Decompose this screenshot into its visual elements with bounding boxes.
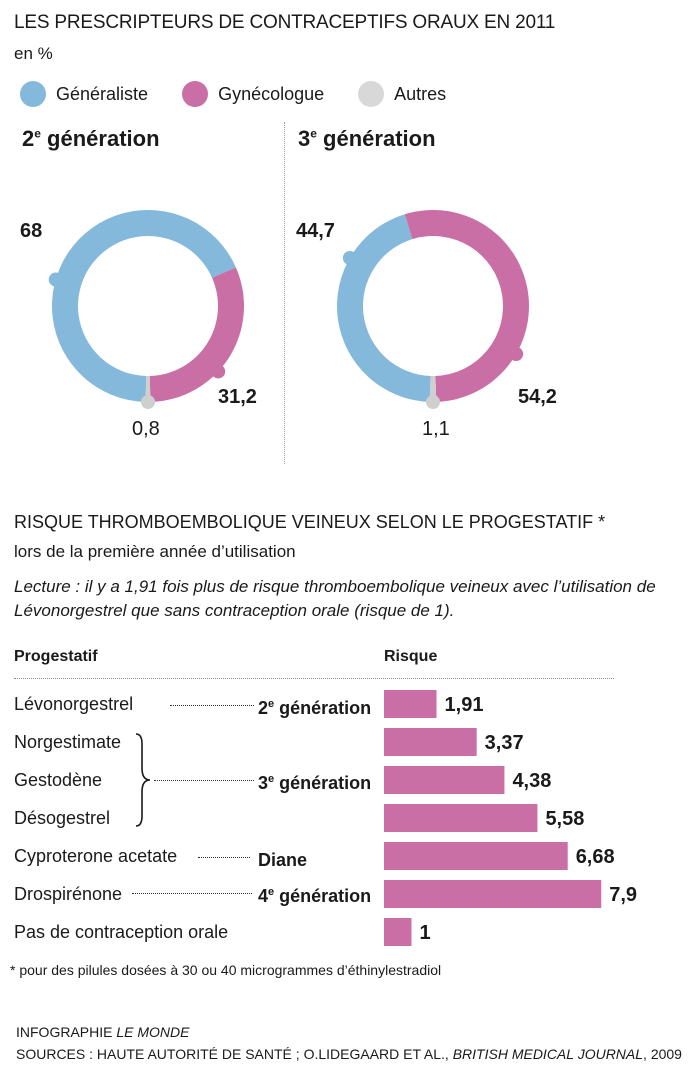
donut-title-word: génération <box>40 126 160 151</box>
donut-title-sup: e <box>310 126 317 141</box>
group-label-2e-generation: 2e génération <box>258 690 371 718</box>
leader-3e-generation <box>154 780 254 781</box>
risk-bar <box>384 880 602 908</box>
legend-swatch-autres <box>358 81 385 107</box>
donut-2e-gynecologue-label: 31,2 <box>218 386 257 408</box>
brace-3e-generation <box>135 733 151 827</box>
drug-label-levonorgestrel: Lévonorgestrel <box>14 694 134 714</box>
leader-levonorgestrel <box>170 705 254 706</box>
group-word: génération <box>274 773 372 793</box>
reading-note: Lecture : il y a 1,91 fois plus de risqu… <box>14 577 656 620</box>
risk-bar <box>384 728 477 756</box>
legend-label-gynecologue: Gynécologue <box>218 83 325 104</box>
sources-suffix: , 2009 <box>643 1046 682 1062</box>
drug-label-cyproterone: Cyproterone acetate <box>14 846 178 866</box>
chart-title: LES PRESCRIPTEURS DE CONTRACEPTIFS ORAUX… <box>14 12 556 33</box>
donut-marker-generaliste <box>342 251 357 265</box>
risk-bar <box>384 804 538 832</box>
donut-2e-generaliste-label: 68 <box>20 220 43 242</box>
drug-label-norgestimate: Norgestimate <box>14 732 122 752</box>
donut-title-num: 3 <box>298 126 311 151</box>
footnote: * pour des pilules dosées à 30 ou 40 mic… <box>10 962 442 978</box>
group-word: Diane <box>258 850 308 870</box>
donut-3e-gynecologue-label: 54,2 <box>518 386 557 408</box>
credit-prefix: INFOGRAPHIE <box>16 1024 117 1040</box>
donut-divider <box>284 122 285 464</box>
risk-bar <box>384 690 437 718</box>
risk-section-subtitle: lors de la première année d’utilisation <box>14 542 296 561</box>
risk-section-title: RISQUE THROMBOEMBOLIQUE VEINEUX SELON LE… <box>14 512 606 532</box>
group-label-diane: Diane <box>258 842 307 870</box>
legend-swatch-generaliste <box>20 81 46 107</box>
donut-slice-gynecologue <box>404 210 530 402</box>
header-rule <box>14 678 614 679</box>
group-num: 2 <box>258 698 269 718</box>
legend-item-autres: Autres <box>358 81 446 107</box>
drug-label-drospirenone: Drospirénone <box>14 884 123 904</box>
donut-3e-generaliste-label: 44,7 <box>296 220 335 242</box>
credit: INFOGRAPHIE LE MONDE <box>16 1024 189 1040</box>
donut-slice-generaliste <box>336 214 431 402</box>
donut-2e-autres-label: 0,8 <box>132 418 160 440</box>
risk-bar-value-label: 1 <box>420 922 431 944</box>
donut-title-num: 2 <box>22 126 35 151</box>
legend-swatch-gynecologue <box>182 81 209 107</box>
group-label-3e-generation: 3e génération <box>258 765 371 793</box>
legend-label-autres: Autres <box>394 83 447 104</box>
group-sup: e <box>268 698 275 710</box>
sources: SOURCES : HAUTE AUTORITÉ DE SANTÉ ; O.LI… <box>16 1046 682 1062</box>
column-header-progestatif: Progestatif <box>14 648 98 665</box>
legend-item-generaliste: Généraliste <box>20 81 148 107</box>
drug-label-gestodene: Gestodène <box>14 770 103 790</box>
donut-marker-gynecologue <box>509 347 524 361</box>
risk-bar-value-label: 4,38 <box>512 770 551 792</box>
risk-bar-value-label: 5,58 <box>545 808 584 830</box>
group-num: 3 <box>258 773 269 793</box>
credit-name: LE MONDE <box>116 1024 190 1040</box>
sources-prefix: SOURCES : HAUTE AUTORITÉ DE SANTÉ ; O.LI… <box>16 1046 453 1062</box>
legend-label-generaliste: Généraliste <box>56 83 149 104</box>
risk-bar <box>384 766 505 794</box>
legend-item-gynecologue: Gynécologue <box>182 81 324 107</box>
unit-label: en % <box>14 44 53 63</box>
risk-bar-chart: 1,913,37 4,38 5,58 6,68 7,9 1 <box>384 690 637 946</box>
risk-bar <box>384 842 568 870</box>
group-word: génération <box>274 698 372 718</box>
group-word: génération <box>274 886 372 906</box>
group-label-4e-generation: 4e génération <box>258 878 371 906</box>
donut-charts <box>48 210 530 409</box>
donut-title-sup: e <box>34 126 41 141</box>
risk-bar <box>384 918 412 946</box>
risk-bar-value-label: 6,68 <box>576 846 615 868</box>
risk-bar-value-label: 7,9 <box>609 884 637 906</box>
column-header-risque: Risque <box>384 648 438 665</box>
donut-3e-generation <box>336 210 530 409</box>
donut-title-2e: 2e génération <box>22 126 160 152</box>
donut-title-3e: 3e génération <box>298 126 436 152</box>
risk-bar-value-label: 1,91 <box>445 694 484 716</box>
donut-2e-generation <box>48 210 245 409</box>
leader-drospirenone <box>132 893 252 894</box>
group-sup: e <box>268 773 275 785</box>
donut-marker-autres <box>426 395 440 409</box>
risk-bars: 1,913,37 4,38 5,58 6,68 7,9 1 <box>384 690 637 946</box>
group-sup: e <box>268 886 275 898</box>
group-num: 4 <box>258 886 269 906</box>
donut-marker-generaliste <box>48 272 63 287</box>
sources-journal: BRITISH MEDICAL JOURNAL <box>452 1046 644 1062</box>
donut-3e-autres-label: 1,1 <box>422 418 450 440</box>
leader-cyproterone <box>198 857 250 858</box>
drug-label-no-contraception: Pas de contraception orale <box>14 922 229 942</box>
risk-bar-value-label: 3,37 <box>485 732 524 754</box>
legend: Généraliste Gynécologue Autres <box>20 80 480 108</box>
donut-marker-autres <box>141 395 155 409</box>
drug-label-desogestrel: Désogestrel <box>14 808 111 828</box>
donut-marker-gynecologue <box>211 364 226 379</box>
donut-title-word: génération <box>316 126 436 151</box>
